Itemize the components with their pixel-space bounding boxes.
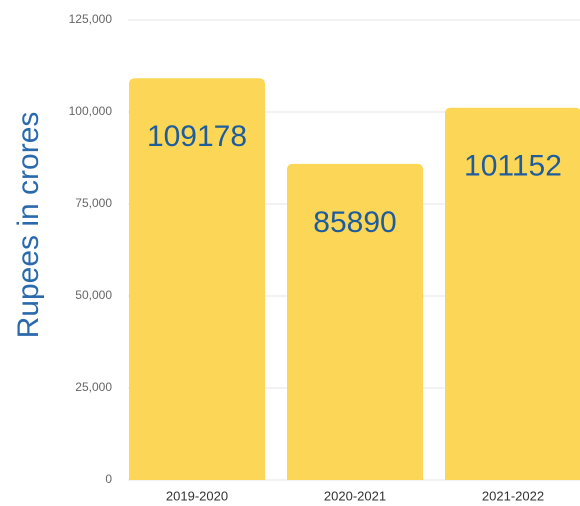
x-tick-label: 2021-2022 [482, 488, 544, 503]
bar [287, 163, 423, 480]
y-tick-label: 75,000 [75, 196, 112, 210]
bar [445, 107, 580, 480]
value-label: 101152 [464, 150, 562, 183]
x-tick-label: 2020-2021 [324, 488, 386, 503]
bar [129, 78, 265, 480]
y-tick-label: 100,000 [69, 104, 113, 118]
y-tick-label: 25,000 [75, 380, 112, 394]
y-tick-label: 125,000 [69, 12, 113, 26]
value-label: 85890 [313, 206, 396, 239]
value-label: 109178 [147, 120, 247, 153]
y-tick-label: 0 [105, 472, 112, 486]
y-axis-title: Rupees in crores [12, 112, 45, 339]
y-tick-label: 50,000 [75, 288, 112, 302]
x-tick-label: 2019-2020 [166, 488, 228, 503]
